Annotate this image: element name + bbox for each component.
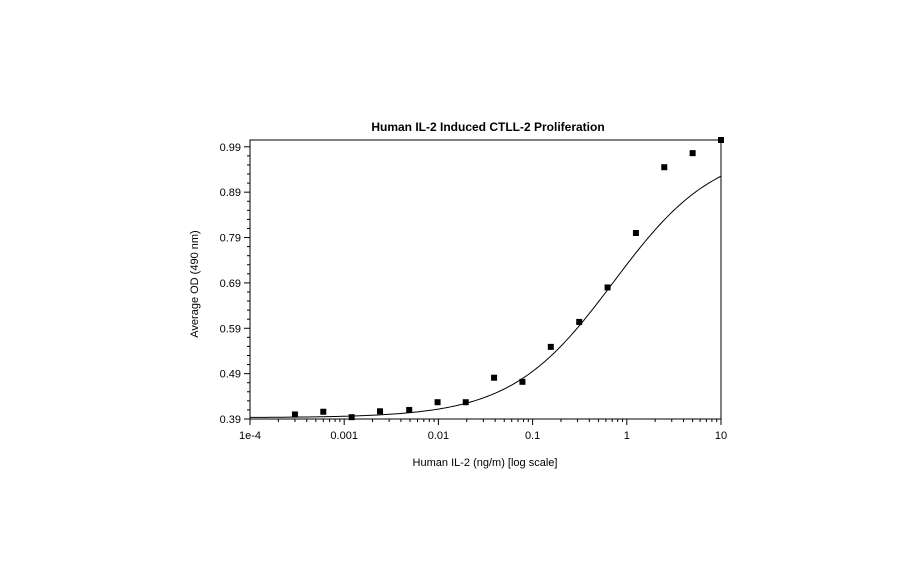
- x-axis: 1e-4 0.001 0.01 0.1 1 10: [239, 419, 727, 442]
- fit-curve: [249, 175, 722, 418]
- y-tick-label: 0.39: [220, 414, 241, 426]
- y-axis-label: Average OD (490 nm): [189, 230, 201, 337]
- data-point: [632, 230, 639, 236]
- data-point: [434, 399, 441, 406]
- x-tick-label: 0.01: [428, 430, 449, 442]
- data-point: [576, 318, 583, 325]
- y-tick-label: 0.89: [220, 187, 241, 199]
- data-point: [291, 411, 298, 418]
- data-point: [519, 378, 526, 385]
- data-point: [348, 414, 355, 421]
- y-tick-label: 0.69: [220, 278, 241, 290]
- data-point: [547, 343, 554, 350]
- y-tick-label: 0.99: [220, 142, 241, 154]
- x-tick-label: 1e-4: [239, 430, 261, 442]
- data-point: [718, 137, 724, 143]
- plot-border: [249, 139, 722, 420]
- y-tick-label: 0.79: [220, 233, 241, 245]
- data-point: [604, 284, 611, 291]
- x-tick-label: 1: [624, 430, 630, 442]
- data-point: [462, 399, 469, 406]
- y-axis: 0.39 0.49 0.59 0.69 0.79 0.89 0.99: [220, 142, 250, 426]
- data-point: [406, 406, 413, 413]
- y-tick-label: 0.59: [220, 323, 241, 335]
- data-point: [320, 408, 327, 415]
- data-point: [377, 408, 384, 415]
- fit-curve-layer: [249, 175, 722, 418]
- x-tick-label: 0.001: [330, 430, 358, 442]
- plot-frame: [249, 139, 722, 420]
- x-axis-label: Human IL-2 (ng/m) [log scale]: [413, 457, 558, 469]
- data-point: [689, 150, 696, 157]
- chart-title: Human IL-2 Induced CTLL-2 Proliferation: [371, 120, 604, 134]
- data-points-layer: [291, 137, 724, 421]
- x-tick-label: 10: [715, 430, 727, 442]
- y-tick-label: 0.49: [220, 369, 241, 381]
- data-point: [491, 374, 498, 381]
- x-tick-label: 0.1: [525, 430, 540, 442]
- data-point: [661, 164, 668, 171]
